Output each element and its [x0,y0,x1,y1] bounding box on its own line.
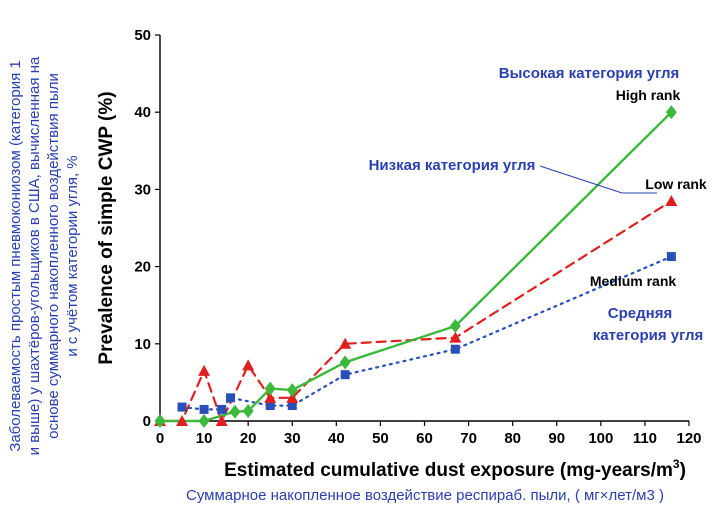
x-tick-label: 70 [460,430,477,447]
x-tick-label: 80 [504,430,521,447]
x-tick-label: 50 [372,430,389,447]
x-tick-label: 100 [588,430,613,447]
ru-y-label-line-4: и с учётом категории угля, % [64,155,81,356]
data-point-medium-rank [217,404,227,414]
data-point-high-rank [154,414,166,428]
annotation-medium-ru-1: Средняя [608,305,672,322]
y-tick-label: 30 [134,181,151,198]
series-line-medium-rank [180,255,673,411]
y-tick-label: 20 [134,259,151,276]
x-tick-label: 20 [240,430,257,447]
ru-x-label: Суммарное накопленное воздействие респир… [186,487,664,504]
data-point-high-rank [242,403,254,418]
data-point-low-rank [176,415,189,426]
x-axis-title-end: ) [680,460,686,481]
ru-y-label-line-1: Заболеваемость простым пневмокониозом (к… [7,60,24,451]
ru-y-label-line-3: основе суммарного накопленного воздейств… [45,73,62,439]
data-point-high-rank [198,414,210,428]
data-point-high-rank [449,319,461,334]
y-tick-label: 0 [143,413,151,430]
series-line-low-rank [158,199,673,423]
series-markers [154,105,678,428]
x-tick-label: 90 [548,430,565,447]
data-point-medium-rank [177,402,187,412]
x-tick-label: 60 [416,430,433,447]
y-tick-label: 40 [134,104,151,121]
data-point-high-rank [229,404,241,419]
data-point-medium-rank [666,252,676,262]
data-point-high-rank [264,381,276,396]
data-point-low-rank [264,391,277,403]
x-tick-label: 40 [328,430,345,447]
data-point-medium-rank [199,404,209,414]
data-point-low-rank [286,391,299,403]
y-tick-label: 50 [134,27,151,44]
annotation-medium-ru-2: категория угля [593,327,704,344]
x-tick-label: 120 [676,430,701,447]
data-point-medium-rank [450,344,460,354]
x-tick-label: 10 [196,430,213,447]
annotation-low-leader [539,165,623,194]
data-point-low-rank [198,364,211,376]
data-point-medium-rank [226,393,236,403]
data-point-low-rank [242,359,255,371]
x-tick-label: 0 [156,430,164,447]
x-tick-label: 110 [633,430,657,447]
data-point-high-rank [286,383,298,398]
x-axis-title-main: Estimated cumulative dust exposure (mg-y… [224,460,673,481]
data-point-low-rank [339,337,352,349]
data-point-high-rank [339,355,351,370]
data-point-low-rank [215,415,228,426]
data-point-medium-rank [340,370,350,380]
ru-y-label-line-2: и выше) у шахтёров-угольщиков в США, выч… [26,56,43,455]
annotation-low-en: Low rank [645,176,707,192]
data-point-high-rank [665,105,677,120]
x-axis-title-sup: 3 [673,457,680,471]
annotation-high-en: High rank [616,87,681,103]
data-point-low-rank [449,331,462,343]
y-axis-title: Prevalence of simple CWP (%) [96,91,117,364]
data-point-low-rank [665,194,678,206]
data-point-medium-rank [265,401,275,411]
data-point-medium-rank [287,401,297,411]
annotation-medium-en: Medium rank [590,273,677,289]
x-axis-title: Estimated cumulative dust exposure (mg-y… [224,457,686,481]
axis-ticks: 0 10 20 30 40 50 60 70 80 90 100 110 120 0 10 20 30 40 50 [134,27,701,447]
x-tick-label: 30 [284,430,301,447]
annotation-low-ru: Низкая категория угля [369,157,536,174]
ru-y-label: Заболеваемость простым пневмокониозом (к… [7,56,81,455]
y-tick-label: 10 [134,336,151,353]
annotation-high-ru: Высокая категория угля [499,65,679,82]
